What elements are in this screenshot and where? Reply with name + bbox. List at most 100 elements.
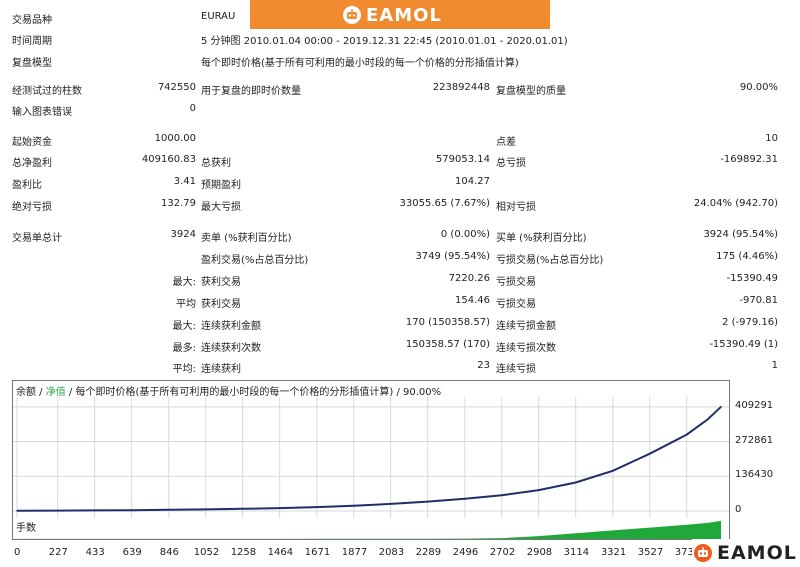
spread-value: 10 [765,133,778,144]
deposit-value: 1000.00 [154,133,196,144]
relative-drawdown-value: 24.04% (942.70) [693,198,778,209]
most-consecutive-prefix: 最多: [172,343,196,354]
balance-point [720,406,722,408]
x-tick-label: 3527 [637,547,664,558]
errors-value: 0 [189,103,196,114]
balance-point [241,508,244,510]
robot-icon [343,6,361,24]
short-trades-value: 0 (0.00%) [440,229,490,240]
balance-chart: 余额 / 净值 / 每个即时价格(基于所有可利用的最小时段的每一个价格的分形插值… [12,380,730,520]
balance-point [464,497,466,500]
balance-point [315,506,318,508]
gross-profit-value: 579053.14 [435,154,490,165]
x-tick-label: 2083 [378,547,405,558]
average-consecutive-prefix: 平均: [172,364,196,375]
balance-chart-plot [13,397,729,519]
x-tick-label: 639 [122,547,142,558]
watermark-text: EAMOL [717,542,797,564]
x-tick-label: 2496 [452,547,479,558]
x-tick-label: 1464 [267,547,294,558]
balance-point [204,508,207,511]
brand-banner: EAMOL [250,0,550,29]
x-tick-label: 0 [14,547,21,558]
max-consecutive-prefix: 最大: [172,321,196,332]
largest-loss-value: -15390.49 [726,273,778,284]
x-tick-label: 3114 [563,547,590,558]
chart-title-separator: / [36,387,46,398]
chart-title-balance: 余额 [16,387,36,398]
y-tick-label: 136430 [735,469,774,481]
symbol-value: EURAU [201,11,236,22]
consecutive-loss-amount-label: 连续亏损金额 [496,321,556,332]
total-trades-label: 交易单总计 [12,233,62,244]
x-tick-label: 2908 [526,547,553,558]
brand-text: EAMOL [366,4,442,26]
loss-trades-label: 亏损交易(%占总百分比) [496,255,604,266]
balance-point [706,418,709,421]
volume-area [17,520,721,539]
spread-label: 点差 [496,137,516,148]
max-drawdown-value: 33055.65 (7.67%) [399,198,490,209]
largest-profit-value: 7220.26 [448,273,490,284]
consecutive-win-amount-value: 170 (150358.57) [405,317,490,328]
x-tick-label: 227 [48,547,68,558]
x-tick-label: 1052 [193,547,220,558]
errors-label: 输入图表错误 [12,107,72,118]
chart-title-rest: / 每个即时价格(基于所有可利用的最小时段的每一个价格的分形插值计算) / 90… [65,387,442,398]
average-prefix: 平均 [176,299,196,310]
bars-label: 经测试过的柱数 [12,86,82,97]
x-tick-label: 433 [85,547,105,558]
expected-payoff-label: 预期盈利 [201,180,241,191]
balance-point [352,504,355,507]
profit-factor-value: 3.41 [173,176,196,187]
long-trades-label: 买单 (%获利百分比) [496,233,587,244]
consecutive-win-count-label: 连续获利次数 [201,343,261,354]
balance-point [130,509,133,511]
average-consecutive-loss-value: 1 [771,360,778,371]
max-drawdown-label: 最大亏损 [201,202,241,213]
x-tick-label: 1671 [304,547,331,558]
profit-trades-value: 3749 (95.54%) [415,251,490,262]
consecutive-loss-amount-value: 2 (-979.16) [722,317,778,328]
y-tick-label: 272861 [735,434,774,446]
balance-point [537,489,540,491]
volume-chart-plot [17,520,721,539]
average-consecutive-win-label: 连续获利 [201,364,241,375]
gross-loss-label: 总亏损 [496,158,526,169]
x-tick-label: 846 [159,547,179,558]
chart-title-equity: 净值 [45,387,66,398]
profit-trades-label: 盈利交易(%占总百分比) [201,255,309,266]
watermark-logo: EAMOL [692,539,800,567]
x-tick-label: 3321 [600,547,627,558]
x-tick-label: 1258 [230,547,257,558]
long-trades-value: 3924 (95.54%) [703,229,778,240]
period-value: 5 分钟图 2010.01.04 00:00 - 2019.12.31 22:4… [201,36,568,47]
largest-profit-label: 获利交易 [201,277,241,288]
largest-loss-label: 亏损交易 [496,277,536,288]
x-tick-label: 1877 [341,547,368,558]
balance-point [56,509,59,512]
x-tick-label: 2289 [415,547,442,558]
balance-point [16,509,18,512]
quality-value: 90.00% [739,82,778,93]
x-tick-label: 2702 [489,547,516,558]
short-trades-label: 卖单 (%获利百分比) [201,233,292,244]
average-profit-label: 获利交易 [201,299,241,310]
x-tick-label: 3733 [674,547,701,558]
consecutive-win-count-value: 150358.57 (170) [405,339,490,350]
balance-point [167,509,170,511]
volume-label: 手数 [16,523,36,534]
brand-logo: EAMOL [343,4,442,26]
period-label: 时间周期 [12,36,52,47]
net-profit-value: 409160.83 [141,154,196,165]
balance-point [574,481,577,484]
average-loss-value: -970.81 [739,295,778,306]
ticks-label: 用于复盘的即时价数量 [201,86,301,97]
symbol-label: 交易品种 [12,15,52,26]
profit-factor-label: 盈利比 [12,180,42,191]
balance-point [648,452,651,455]
expected-payoff-value: 104.27 [455,176,490,187]
balance-series-line [16,406,722,512]
volume-chart: 手数 [12,518,730,540]
average-consecutive-win-value: 23 [477,360,490,371]
